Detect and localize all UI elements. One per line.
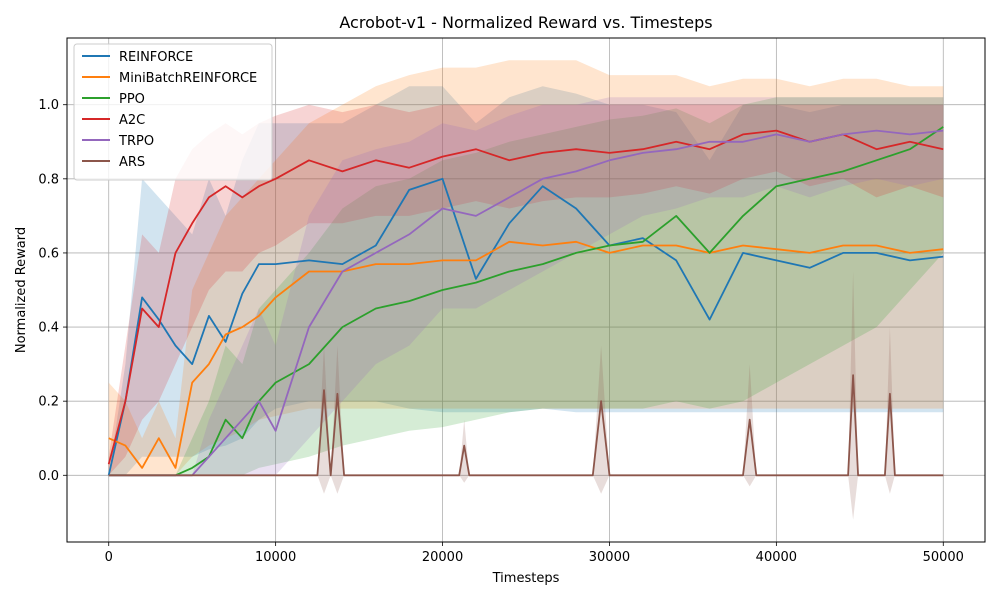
series-lines — [107, 126, 944, 477]
ars-line — [108, 374, 944, 477]
chart-title: Acrobot-v1 - Normalized Reward vs. Times… — [339, 13, 712, 32]
minibatchreinforce-legend-label: MiniBatchREINFORCE — [119, 71, 257, 86]
y-axis-label: Normalized Reward — [14, 227, 29, 353]
trpo-band — [108, 97, 944, 476]
x-axis-ticks: 0 10000 20000 30000 40000 50000 — [105, 542, 964, 565]
ars-legend-label: ARS — [119, 155, 145, 170]
y-tick-label: 0.4 — [38, 321, 59, 336]
a2c-line — [107, 129, 944, 465]
ppo-line — [108, 126, 944, 477]
ppo-legend-label: PPO — [119, 92, 145, 107]
x-tick-label: 10000 — [255, 550, 296, 565]
plot-area — [66, 37, 986, 543]
trpo-legend-label: TRPO — [118, 134, 154, 149]
a2c-legend-label: A2C — [119, 113, 145, 128]
plot-frame — [66, 37, 986, 543]
y-tick-label: 0.2 — [38, 395, 59, 410]
reinforce-line — [107, 177, 944, 476]
a2c-band — [108, 104, 944, 476]
reinforce-legend-label: REINFORCE — [119, 50, 193, 65]
y-axis-ticks: 0.0 0.2 0.4 0.6 0.8 1.0 — [38, 98, 67, 484]
x-tick-label: 20000 — [422, 550, 463, 565]
x-tick-label: 0 — [105, 550, 113, 565]
y-tick-label: 0.8 — [38, 172, 59, 187]
legend-box — [73, 43, 273, 181]
x-tick-label: 50000 — [923, 550, 964, 565]
y-tick-label: 0.0 — [38, 469, 59, 484]
x-tick-label: 30000 — [589, 550, 630, 565]
y-tick-label: 1.0 — [38, 98, 59, 113]
ppo-band — [108, 97, 944, 476]
x-axis-label: Timesteps — [492, 571, 560, 586]
x-tick-label: 40000 — [756, 550, 797, 565]
reinforce-band — [108, 86, 944, 476]
minibatchreinforce-line — [108, 240, 944, 469]
y-tick-label: 0.6 — [38, 246, 59, 261]
legend: REINFORCE MiniBatchREINFORCE PPO A2C TRPO ARS — [73, 43, 273, 181]
